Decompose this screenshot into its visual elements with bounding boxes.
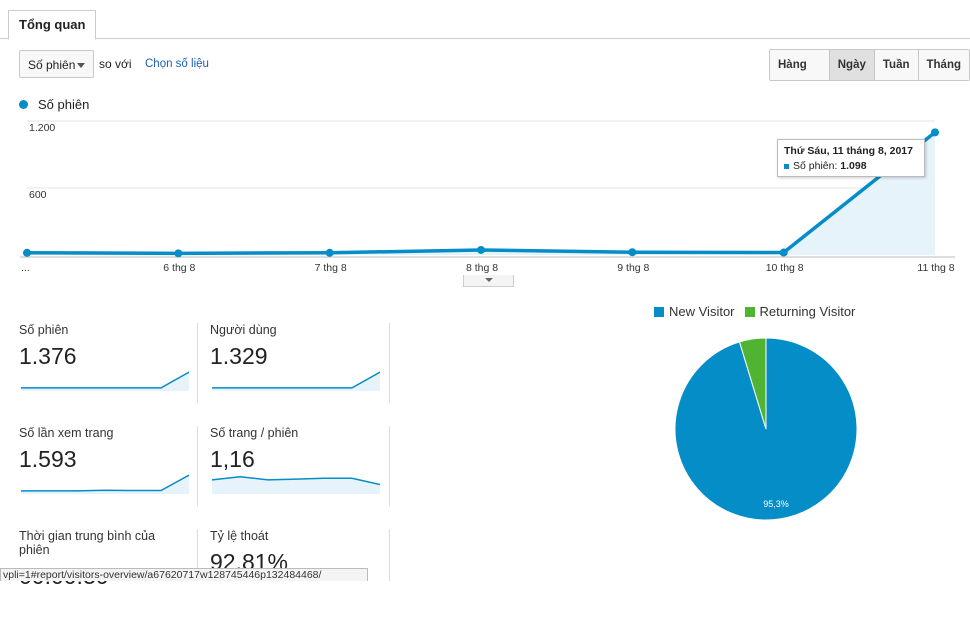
scorecard-label: Người dùng [210,323,277,337]
scorecard-value: 1.593 [19,446,77,472]
scorecard-value: 1.329 [210,343,268,369]
series-dot-icon [19,100,28,109]
legend-returning-visitor[interactable]: Returning Visitor [759,304,856,319]
x-tick-label: 8 thg 8 [466,262,498,274]
series-square-icon [784,163,789,169]
scorecard-pageviews[interactable]: Số lần xem trang 1.593 [19,426,189,516]
period-day-button[interactable]: Ngày [828,50,874,80]
divider [389,529,390,581]
status-bar-url: vpli=1#report/visitors-overview/a6762071… [0,568,368,581]
x-tick-label: 7 thg 8 [315,262,347,274]
scorecard-label: Số trang / phiên [210,426,299,440]
chevron-down-icon [77,63,85,68]
legend-new-visitor[interactable]: New Visitor [669,304,735,319]
sparkline-line [21,371,189,389]
scorecard-label: Số lần xem trang [19,426,114,440]
metric-select[interactable]: Số phiên [19,50,94,78]
data-point [477,245,485,254]
tooltip-value: 1.098 [840,160,867,172]
y-tick-label: 600 [29,189,47,201]
visitor-pie-chart: 95,3% [674,337,858,521]
series-area [27,132,935,255]
chart-tooltip: Thứ Sáu, 11 tháng 8, 2017 Số phiên: 1.09… [777,139,925,177]
data-point [23,248,31,257]
data-point [325,248,334,257]
sparkline [21,474,189,494]
scorecard-pages-per-session[interactable]: Số trang / phiên 1,16 [210,426,380,516]
sparkline-area [212,372,380,391]
data-point [931,128,939,137]
divider [389,426,390,506]
scorecard-label: Số phiên [19,323,69,337]
sparkline-line [211,475,380,486]
scorecard-label: Tỷ lệ thoát [210,529,269,543]
chart-legend: Số phiên [19,97,89,112]
divider [197,529,198,581]
pie-legend: New Visitor Returning Visitor [654,304,855,319]
divider [197,323,198,403]
sparkline-area [212,476,380,494]
period-hourly-button[interactable]: Hàng giờ [770,50,829,80]
pie-slice-returning-visitor [738,337,767,430]
sparkline [212,371,380,391]
x-tick-label: 10 thg 8 [766,262,804,274]
divider [197,426,198,506]
pie-slice-label: 95,3% [763,499,789,509]
sparkline [211,475,380,494]
data-point [174,249,183,258]
scorecard-value: 1.376 [19,343,77,369]
compare-label: so với [99,57,132,71]
tab-overview[interactable]: Tổng quan [8,10,97,40]
period-week-button[interactable]: Tuần [873,50,918,80]
y-tick-label: 1.200 [29,122,55,134]
scorecard-label: Thời gian trung bình của phiên [19,529,156,557]
sparkline-line [212,371,380,389]
divider [389,323,390,403]
scorecard-value: 1,16 [210,446,255,472]
sparkline-area [21,372,189,391]
x-tick-label: 6 thg 8 [163,262,195,274]
scorecard-sessions[interactable]: Số phiên 1.376 [19,323,189,413]
choose-metric-link[interactable]: Chọn số liệu [145,58,209,70]
metric-select-label: Số phiên [28,58,76,72]
scorecard-users[interactable]: Người dùng 1.329 [210,323,380,413]
legend-swatch-returning [744,306,755,317]
data-point [779,248,788,257]
tab-bar: Tổng quan [0,0,970,40]
period-selector: Hàng giờ Ngày Tuần Tháng [769,49,970,81]
collapse-chart-button[interactable] [463,275,514,287]
x-tick-label: 11 thg 8 [917,262,954,274]
tooltip-date: Thứ Sáu, 11 tháng 8, 2017 [784,145,913,157]
x-tick-label: 9 thg 8 [617,262,649,274]
x-tick-label: ... [21,262,30,274]
sessions-line-chart: 1.200 600... 6 thg 8 7 thg 8 8 thg 8 9 thg 8 1… [20,120,955,274]
legend-swatch-new [654,306,664,317]
sparkline [21,371,189,391]
sparkline-line [21,474,189,492]
data-point [628,248,637,257]
tooltip-label: Số phiên: [793,160,838,172]
period-month-button[interactable]: Tháng [917,50,969,80]
legend-label: Số phiên [38,97,90,112]
